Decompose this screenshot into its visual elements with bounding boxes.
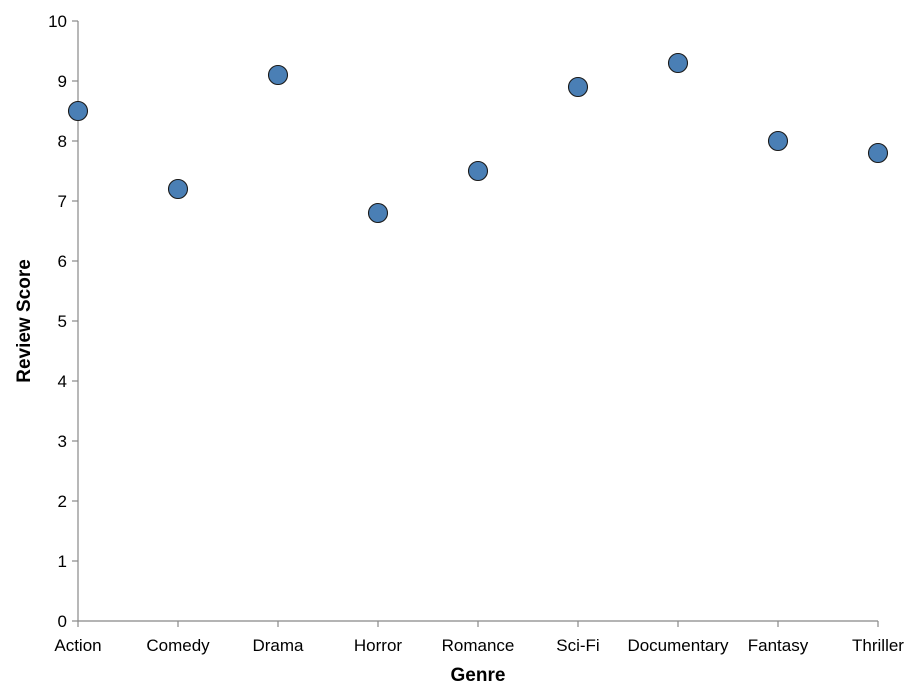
x-tick-label: Fantasy (748, 636, 809, 655)
x-axis: Action Comedy Drama Horror Romance Sci-Fi Docu… (54, 620, 904, 655)
data-point (467, 160, 489, 182)
data-points (67, 52, 889, 224)
y-tick-label: 6 (58, 252, 67, 271)
y-tick-label: 10 (48, 12, 67, 31)
x-tick-label: Horror (354, 636, 403, 655)
y-tick-label: 9 (58, 72, 67, 91)
x-tick-label: Drama (252, 636, 304, 655)
data-point (767, 130, 789, 152)
x-tick-label: Action (54, 636, 101, 655)
y-tick-label: 3 (58, 432, 67, 451)
x-tick-label: Documentary (627, 636, 729, 655)
data-point (267, 64, 289, 86)
y-tick-label: 7 (58, 192, 67, 211)
data-point (667, 52, 689, 74)
data-point (567, 76, 589, 98)
data-point (167, 178, 189, 200)
y-tick-label: 5 (58, 312, 67, 331)
x-axis-title: Genre (451, 665, 506, 686)
y-tick-label: 0 (58, 612, 67, 631)
x-tick-label: Thriller (852, 636, 904, 655)
y-axis-title: Review Score (14, 259, 35, 383)
data-point (67, 100, 89, 122)
x-tick-label: Romance (442, 636, 515, 655)
x-tick-label: Comedy (146, 636, 210, 655)
y-axis: 0 1 2 3 4 5 6 7 8 9 10 (48, 12, 79, 631)
x-tick-label: Sci-Fi (556, 636, 599, 655)
data-point (367, 202, 389, 224)
y-tick-label: 4 (58, 372, 67, 391)
y-tick-label: 1 (58, 552, 67, 571)
data-point (867, 142, 889, 164)
y-tick-label: 2 (58, 492, 67, 511)
y-tick-label: 8 (58, 132, 67, 151)
